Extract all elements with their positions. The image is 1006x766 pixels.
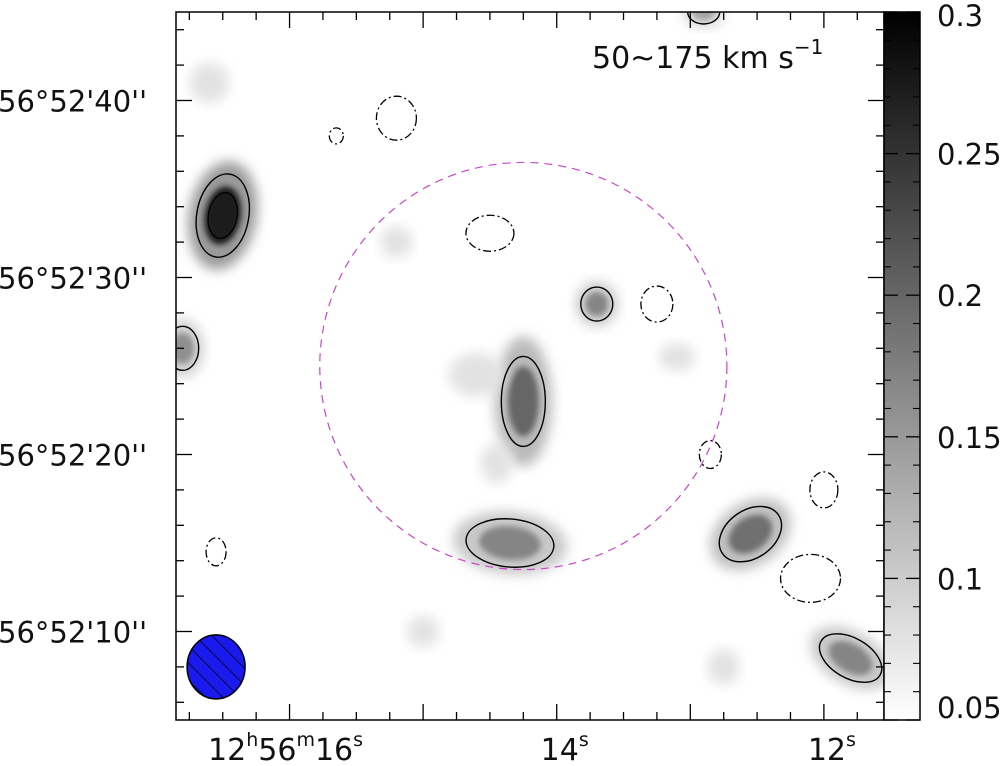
colorbar-tick-label: 0.15 <box>937 421 1002 455</box>
y-tick-label: 56°52'10'' <box>0 616 147 650</box>
diffuse-emission <box>480 443 513 484</box>
blob-left-edge <box>176 332 194 364</box>
negative-contour <box>698 439 722 470</box>
image-panel <box>175 11 885 721</box>
colorbar-gradient <box>884 12 920 720</box>
negative-contour <box>779 553 842 604</box>
diffuse-emission <box>707 648 740 685</box>
blob-top-right <box>692 12 715 21</box>
positive-contour <box>818 633 883 684</box>
velocity-label: 50~175 km s−1 <box>592 35 823 76</box>
blob-lower-center <box>479 526 541 560</box>
diffuse-emission <box>407 615 440 648</box>
positive-contour <box>195 173 251 258</box>
positive-contour <box>465 518 555 568</box>
y-tick-label: 56°52'40'' <box>0 85 147 119</box>
contour-layer <box>176 12 883 684</box>
colorbar <box>883 11 921 721</box>
positive-contour <box>686 12 721 25</box>
x-tick-label: 12s <box>808 729 856 766</box>
y-tick-label: 56°52'20'' <box>0 439 147 473</box>
y-tick-label: 56°52'30'' <box>0 262 147 296</box>
positive-contour <box>580 286 614 322</box>
negative-contour <box>375 95 418 141</box>
colorbar-frame <box>883 11 921 721</box>
positive-contour <box>207 191 239 240</box>
blob-center-small <box>585 292 608 316</box>
diffuse-emission <box>448 352 505 397</box>
x-axis-ticks <box>188 12 858 720</box>
negative-contour <box>809 471 839 509</box>
positive-contour <box>176 325 200 371</box>
colorbar-tick-label: 0.05 <box>937 691 1002 725</box>
negative-contour <box>205 537 227 567</box>
synthesized-beam <box>186 634 246 700</box>
colorbar-tick-label: 0.1 <box>937 562 983 596</box>
x-tick-label: 12h56m16s <box>208 729 363 766</box>
primary-beam-circle <box>319 161 728 571</box>
blob-center <box>507 366 539 437</box>
blob-lower-right <box>728 514 773 554</box>
diffuse-emission <box>189 62 230 103</box>
colorbar-tick-label: 0.25 <box>937 138 1002 172</box>
negative-contour <box>328 127 344 145</box>
colorbar-ticks <box>884 11 920 721</box>
blob-bottom-right <box>828 641 873 676</box>
negative-contour <box>640 285 674 323</box>
y-axis-ticks <box>176 29 884 703</box>
colorbar-tick-label: 0.3 <box>937 0 983 33</box>
diffuse-emission <box>658 343 695 372</box>
positive-contour <box>500 355 547 448</box>
diffuse-emission <box>380 226 413 259</box>
negative-contour <box>465 214 515 252</box>
colorbar-tick-label: 0.2 <box>937 279 983 313</box>
positive-contour <box>718 505 783 563</box>
x-tick-label: 14s <box>541 729 589 766</box>
